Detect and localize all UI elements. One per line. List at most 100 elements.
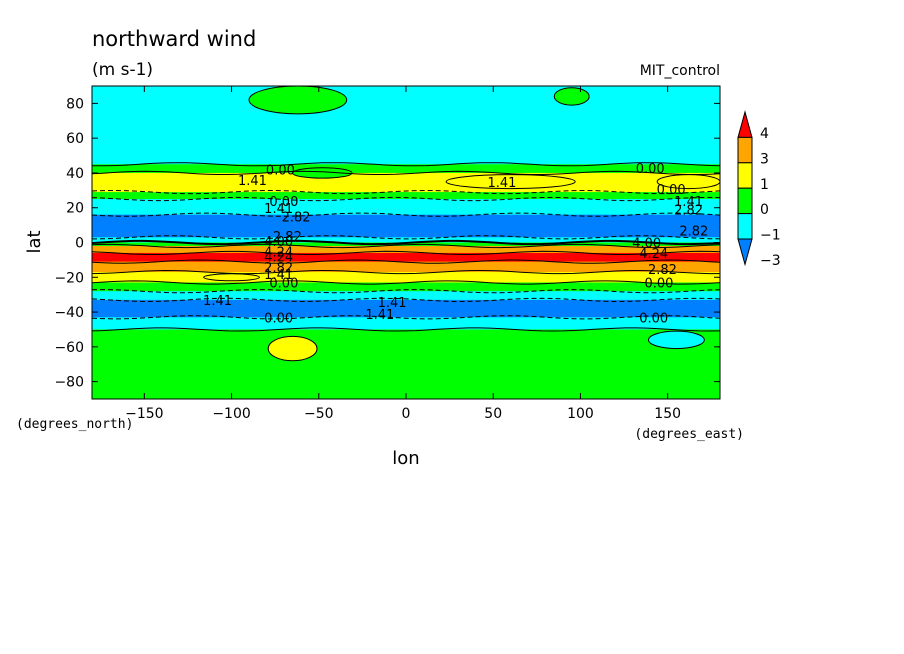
contour-line-11 bbox=[92, 269, 720, 275]
contour-band-15 bbox=[92, 317, 720, 330]
model-name: MIT_control bbox=[640, 63, 720, 79]
x-tick-label: 100 bbox=[567, 406, 594, 422]
contour-label-23: 4.24 bbox=[639, 247, 668, 262]
colorbar-label: 1 bbox=[760, 177, 769, 193]
chart-units: (m s-1) bbox=[92, 60, 153, 80]
contour-line-12 bbox=[92, 280, 720, 285]
contour-label-4: 2.82 bbox=[282, 211, 311, 226]
contour-line-7 bbox=[92, 239, 720, 246]
contour-line-1 bbox=[92, 162, 720, 167]
contour-line-8 bbox=[92, 243, 720, 249]
colorbar-swatch bbox=[737, 213, 753, 240]
contour-line-13 bbox=[92, 289, 720, 294]
colorbar-label: 0 bbox=[760, 202, 769, 218]
contour-label-7: 4.24 bbox=[264, 245, 293, 260]
contour-label-26: 0.00 bbox=[639, 311, 668, 326]
contour-label-22: 4.00 bbox=[632, 237, 661, 252]
contour-label-5: 2.82 bbox=[273, 230, 302, 245]
x-tick-label: 50 bbox=[484, 406, 502, 422]
contour-label-13: 1.41 bbox=[378, 296, 407, 311]
y-tick-label: 20 bbox=[66, 201, 84, 217]
contour-band-1 bbox=[92, 164, 720, 174]
contour-band-2 bbox=[92, 172, 720, 193]
contour-line-2 bbox=[92, 170, 720, 175]
contour-label-24: 2.82 bbox=[648, 263, 677, 278]
contour-label-20: 2.82 bbox=[674, 204, 703, 219]
contour-patch-5 bbox=[267, 335, 318, 362]
contour-fill-bands bbox=[92, 86, 720, 399]
contour-patch-0 bbox=[292, 167, 353, 179]
y-tick-label: −20 bbox=[54, 270, 84, 286]
contour-label-25: 0.00 bbox=[644, 277, 673, 292]
y-tick-label: 40 bbox=[66, 166, 84, 182]
contour-band-9 bbox=[92, 252, 720, 263]
contour-band-4 bbox=[92, 199, 720, 216]
contour-line-14 bbox=[92, 297, 720, 303]
y-tick-label: 0 bbox=[75, 236, 84, 252]
contour-fill-patches bbox=[203, 86, 720, 362]
y-unit-label: (degrees_north) bbox=[16, 417, 133, 432]
colorbar-label: 3 bbox=[760, 151, 769, 167]
contour-label-1: 1.41 bbox=[238, 174, 267, 189]
y-tick-label: −80 bbox=[54, 375, 84, 391]
colorbar-swatch bbox=[737, 187, 753, 215]
contour-lines bbox=[92, 162, 720, 332]
x-tick-label: −50 bbox=[304, 406, 334, 422]
contour-line-16 bbox=[92, 327, 720, 332]
y-tick-label: 80 bbox=[66, 96, 84, 112]
contour-label-19: 1.41 bbox=[674, 195, 703, 210]
y-axis-label: lat bbox=[24, 230, 45, 253]
contour-label-17: 0.00 bbox=[636, 162, 665, 177]
contour-label-12: 1.41 bbox=[203, 294, 232, 309]
contour-band-11 bbox=[92, 272, 720, 283]
contour-label-8: 4.24 bbox=[264, 251, 293, 266]
y-tick-label: −60 bbox=[54, 340, 84, 356]
contour-label-3: 1.41 bbox=[264, 202, 293, 217]
colorbar-label: −1 bbox=[760, 228, 781, 244]
colorbar-swatch bbox=[737, 110, 753, 138]
contour-patch-3 bbox=[248, 86, 348, 115]
contour-label-2: 0.00 bbox=[269, 195, 298, 210]
contour-label-16: 1.41 bbox=[487, 176, 516, 191]
x-tick-label: −100 bbox=[212, 406, 250, 422]
contour-label-6: 4.00 bbox=[264, 235, 293, 250]
contour-labels: 0.001.410.001.412.822.824.004.244.242.82… bbox=[203, 162, 708, 327]
contour-band-10 bbox=[92, 261, 720, 273]
contour-patch-6 bbox=[647, 330, 705, 350]
contour-label-0: 0.00 bbox=[266, 164, 295, 179]
colorbar-swatch bbox=[737, 136, 753, 164]
contour-line-4 bbox=[92, 196, 720, 202]
contour-label-14: 1.41 bbox=[365, 308, 394, 323]
contour-line-5 bbox=[92, 212, 720, 217]
colorbar-label: −3 bbox=[760, 253, 781, 269]
contour-patch-7 bbox=[203, 273, 260, 282]
contour-band-8 bbox=[92, 245, 720, 254]
x-unit-label: (degrees_east) bbox=[634, 427, 744, 442]
contour-line-10 bbox=[92, 259, 720, 264]
plot-area: 0.001.410.001.412.822.824.004.244.242.82… bbox=[91, 85, 721, 400]
y-axis: 80 60 40 20 0 −20 −40 −60 −80 bbox=[54, 96, 720, 391]
contour-label-10: 1.41 bbox=[264, 268, 293, 283]
colorbar-swatch bbox=[737, 238, 753, 267]
contour-label-9: 2.82 bbox=[264, 261, 293, 276]
contour-band-3 bbox=[92, 192, 720, 200]
x-tick-label: 0 bbox=[402, 406, 411, 422]
chart-title: northward wind bbox=[92, 27, 256, 51]
contour-label-15: 0.00 bbox=[264, 311, 293, 326]
contour-line-3 bbox=[92, 189, 720, 195]
x-tick-label: 150 bbox=[654, 406, 681, 422]
contour-label-21: 2.82 bbox=[679, 225, 708, 240]
contour-band-12 bbox=[92, 282, 720, 292]
contour-band-5 bbox=[92, 214, 720, 238]
contour-band-0 bbox=[92, 86, 720, 165]
contour-label-11: 0.00 bbox=[269, 277, 298, 292]
contour-line-9 bbox=[92, 250, 720, 256]
y-tick-label: −40 bbox=[54, 305, 84, 321]
colorbar: 4 3 1 0 −1 −3 bbox=[737, 110, 781, 269]
x-axis-label: lon bbox=[392, 448, 419, 469]
contour-band-6 bbox=[92, 237, 720, 243]
contour-band-13 bbox=[92, 291, 720, 301]
x-tick-label: −150 bbox=[125, 406, 163, 422]
contour-patch-1 bbox=[445, 174, 576, 190]
